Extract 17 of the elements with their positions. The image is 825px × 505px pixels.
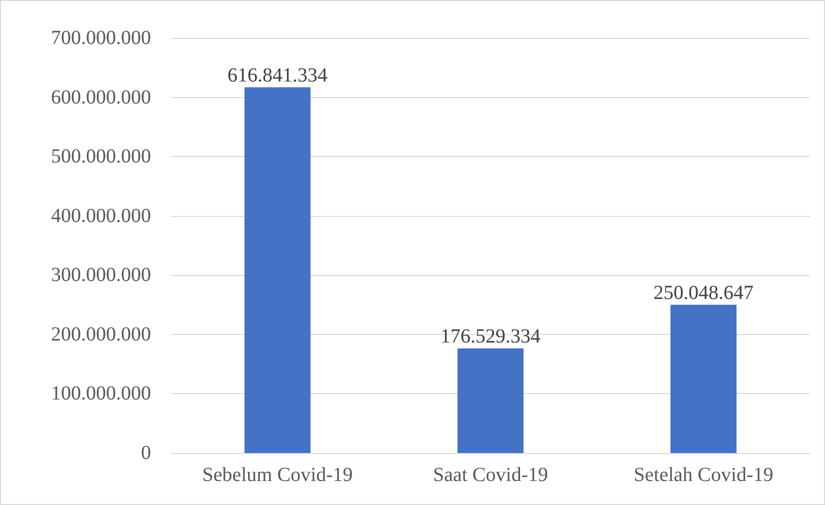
y-tick-label: 600.000.000 (51, 86, 151, 108)
data-label: 616.841.334 (228, 64, 328, 86)
y-tick-label: 400.000.000 (51, 204, 151, 227)
bar (670, 304, 737, 453)
x-tick-label: Saat Covid-19 (433, 464, 548, 486)
y-tick-label: 200.000.000 (51, 323, 151, 346)
y-tick-label: 0 (141, 442, 151, 464)
y-tick-label: 100.000.000 (51, 382, 151, 405)
y-tick-label: 500.000.000 (51, 146, 151, 168)
bar (457, 348, 524, 453)
data-label: 176.529.334 (440, 325, 540, 348)
data-label: 250.048.647 (654, 282, 754, 304)
y-tick-label: 700.000.000 (51, 27, 151, 49)
y-tick-label: 300.000.000 (51, 264, 151, 286)
bar (244, 87, 311, 453)
x-tick-label: Sebelum Covid-19 (202, 464, 353, 486)
x-tick-label: Setelah Covid-19 (634, 464, 774, 486)
